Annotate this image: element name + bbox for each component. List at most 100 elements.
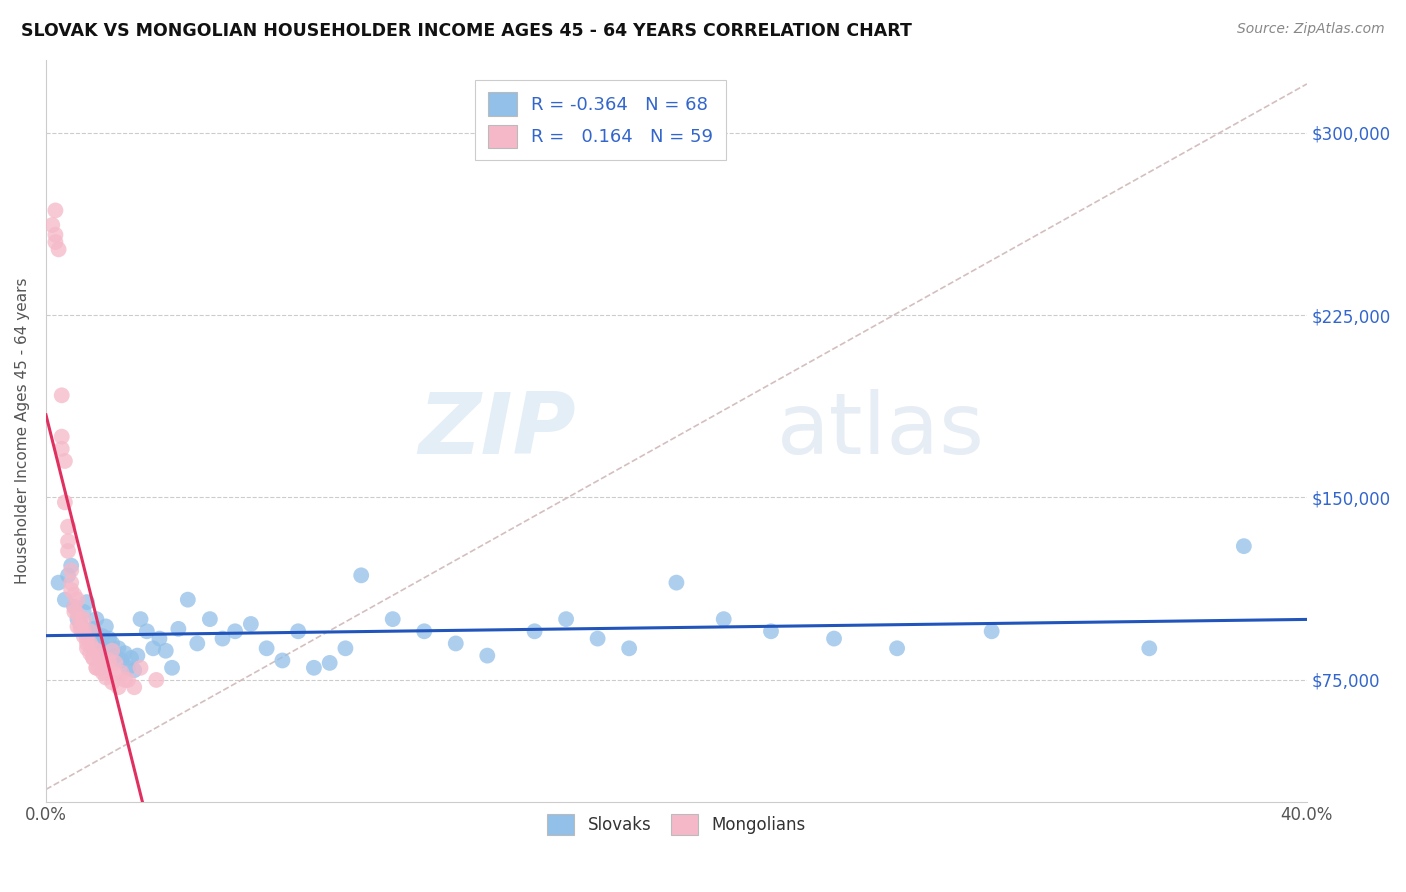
Text: atlas: atlas <box>778 389 986 472</box>
Point <box>76 595 98 609</box>
Point <box>44 235 66 249</box>
Point <box>89 661 111 675</box>
Point <box>73 605 96 619</box>
Point <box>886 641 908 656</box>
Point <box>186 636 208 650</box>
Point <box>129 661 152 675</box>
Point <box>135 624 157 639</box>
Point <box>381 612 404 626</box>
Point <box>823 632 845 646</box>
Point <box>86 661 108 675</box>
Point <box>148 632 170 646</box>
Point <box>79 624 101 639</box>
Point <box>66 612 89 626</box>
Point <box>759 624 782 639</box>
Point <box>980 624 1002 639</box>
Point <box>63 605 86 619</box>
Point <box>89 634 111 648</box>
Point <box>617 641 640 656</box>
Point <box>101 636 124 650</box>
Point <box>117 661 139 675</box>
Point <box>82 651 104 665</box>
Point <box>51 430 73 444</box>
Y-axis label: Householder Income Ages 45 - 64 years: Householder Income Ages 45 - 64 years <box>15 277 30 584</box>
Point <box>53 454 76 468</box>
Point <box>82 641 104 656</box>
Point <box>94 665 117 680</box>
Point <box>94 651 117 665</box>
Point <box>271 653 294 667</box>
Point <box>1137 641 1160 656</box>
Point <box>114 673 136 687</box>
Point <box>44 203 66 218</box>
Point <box>91 656 114 670</box>
Point <box>79 632 101 646</box>
Point <box>63 599 86 614</box>
Point <box>48 243 70 257</box>
Point <box>86 626 108 640</box>
Point <box>44 227 66 242</box>
Point <box>53 592 76 607</box>
Text: ZIP: ZIP <box>418 389 575 472</box>
Point <box>94 671 117 685</box>
Point <box>444 636 467 650</box>
Point <box>477 648 499 663</box>
Text: Source: ZipAtlas.com: Source: ZipAtlas.com <box>1237 22 1385 37</box>
Point <box>104 648 127 663</box>
Point <box>101 675 124 690</box>
Point <box>523 624 546 639</box>
Point <box>129 612 152 626</box>
Point <box>91 629 114 643</box>
Point <box>111 665 134 680</box>
Point <box>224 624 246 639</box>
Point <box>198 612 221 626</box>
Point <box>142 641 165 656</box>
Point <box>56 544 79 558</box>
Point <box>127 648 149 663</box>
Point <box>101 644 124 658</box>
Point <box>107 680 129 694</box>
Point <box>69 622 91 636</box>
Point <box>256 641 278 656</box>
Point <box>73 624 96 639</box>
Point <box>117 673 139 687</box>
Point <box>76 632 98 646</box>
Point <box>86 644 108 658</box>
Point <box>287 624 309 639</box>
Point <box>66 619 89 633</box>
Point <box>76 636 98 650</box>
Point <box>82 622 104 636</box>
Point <box>155 644 177 658</box>
Point <box>98 644 121 658</box>
Point <box>91 665 114 680</box>
Point <box>89 648 111 663</box>
Point <box>60 575 83 590</box>
Point <box>63 599 86 614</box>
Legend: Slovaks, Mongolians: Slovaks, Mongolians <box>537 804 815 846</box>
Point <box>82 651 104 665</box>
Point <box>69 617 91 632</box>
Point <box>211 632 233 646</box>
Point <box>79 636 101 650</box>
Point <box>335 641 357 656</box>
Point <box>69 619 91 633</box>
Text: SLOVAK VS MONGOLIAN HOUSEHOLDER INCOME AGES 45 - 64 YEARS CORRELATION CHART: SLOVAK VS MONGOLIAN HOUSEHOLDER INCOME A… <box>21 22 912 40</box>
Point <box>69 612 91 626</box>
Point <box>66 592 89 607</box>
Point <box>122 663 145 677</box>
Point <box>239 617 262 632</box>
Point <box>104 665 127 680</box>
Point <box>60 582 83 597</box>
Point <box>53 495 76 509</box>
Point <box>89 646 111 660</box>
Point <box>41 218 63 232</box>
Point <box>66 607 89 622</box>
Point <box>98 632 121 646</box>
Point <box>51 388 73 402</box>
Point <box>350 568 373 582</box>
Point <box>56 519 79 533</box>
Point <box>48 575 70 590</box>
Point <box>160 661 183 675</box>
Point <box>177 592 200 607</box>
Point <box>60 564 83 578</box>
